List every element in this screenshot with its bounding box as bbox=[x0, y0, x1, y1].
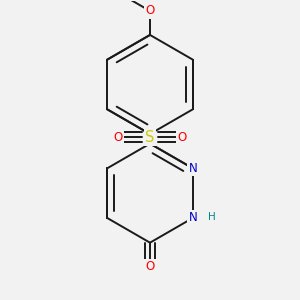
Text: O: O bbox=[177, 131, 187, 144]
Text: H: H bbox=[208, 212, 216, 222]
Text: O: O bbox=[146, 4, 154, 17]
Text: O: O bbox=[146, 260, 154, 273]
Text: N: N bbox=[188, 212, 197, 224]
Text: S: S bbox=[145, 130, 155, 145]
Text: O: O bbox=[113, 131, 123, 144]
Text: N: N bbox=[188, 162, 197, 175]
